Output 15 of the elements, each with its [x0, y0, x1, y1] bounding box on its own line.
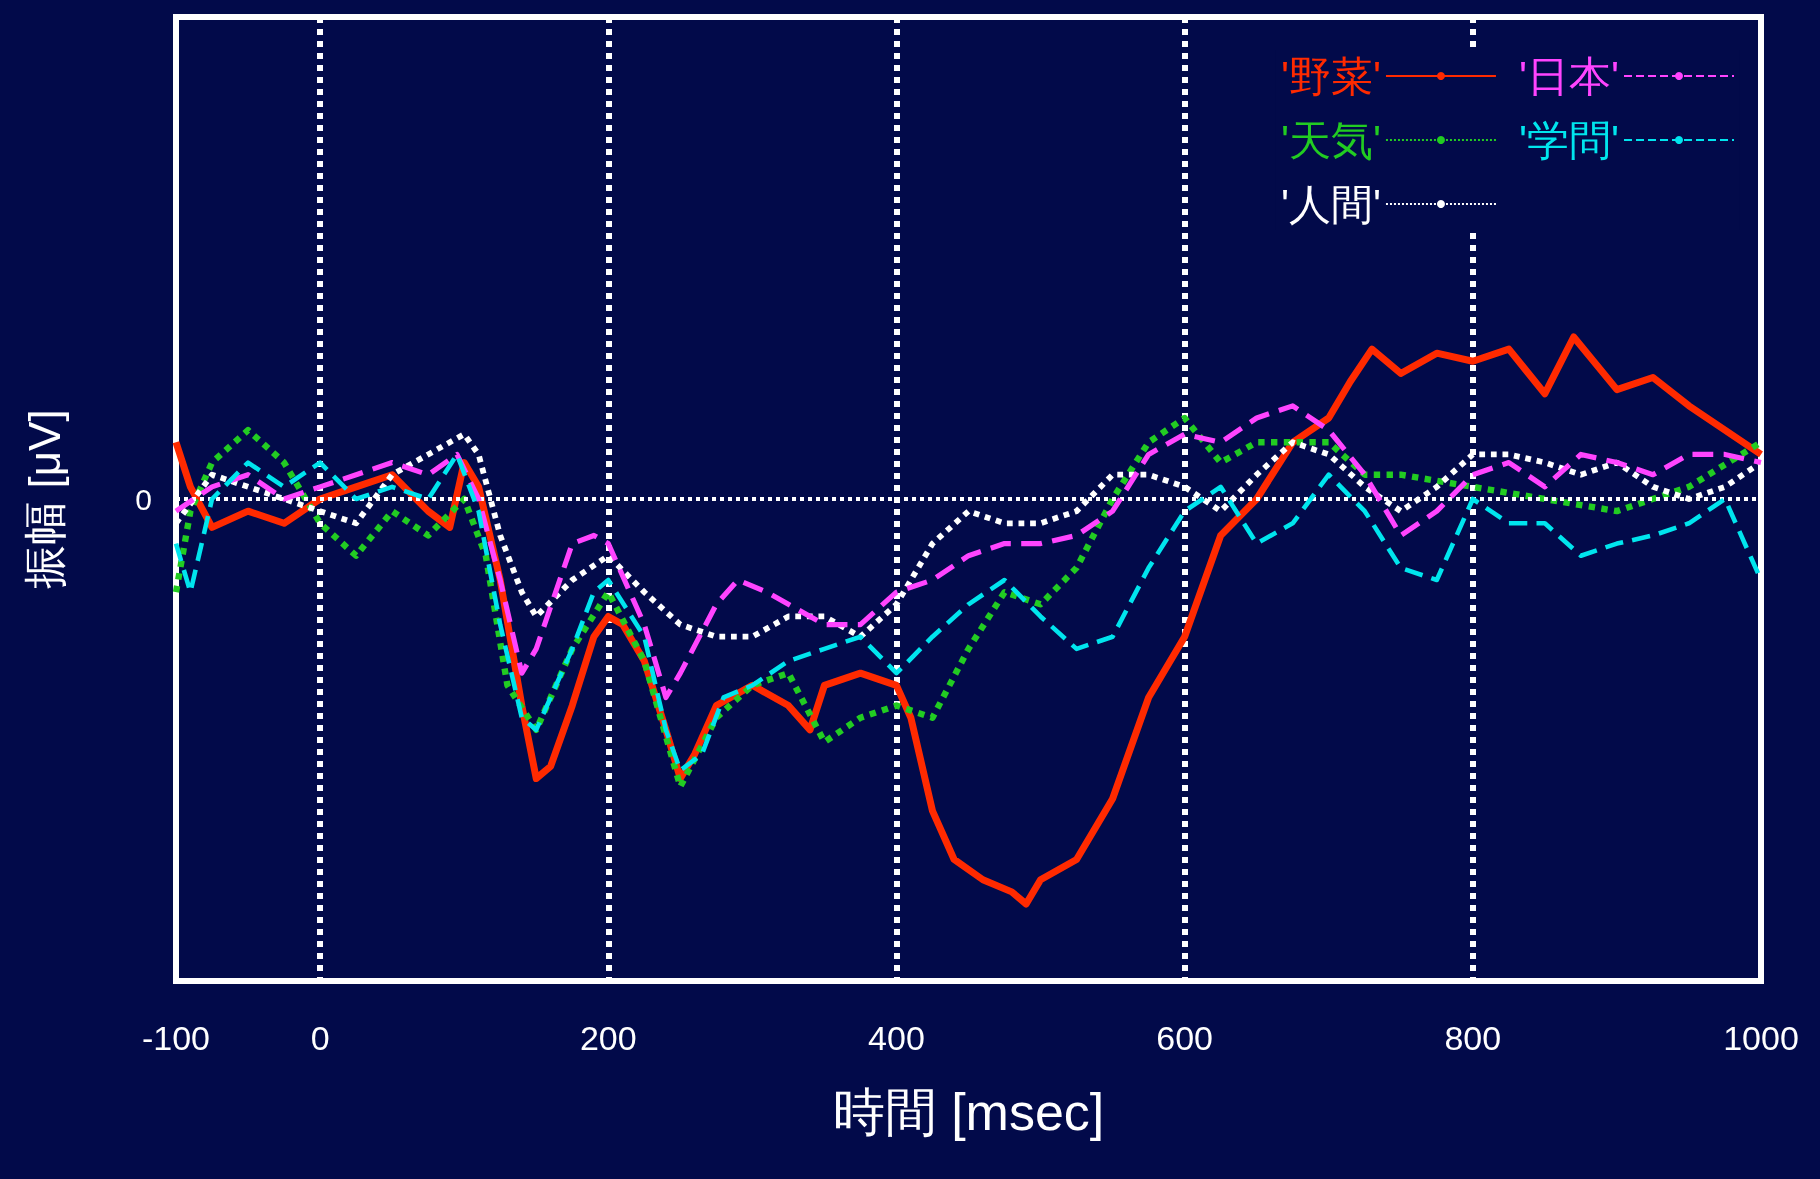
legend-label: '日本' [1518, 52, 1619, 100]
y-axis-title: 振幅 [μV] [19, 409, 69, 589]
ref-line-label: 0 [135, 482, 152, 516]
x-tick-label: 600 [1156, 1019, 1213, 1057]
x-tick-label: 0 [310, 1019, 330, 1057]
legend-label: '野菜' [1280, 52, 1381, 100]
x-tick-label: -100 [141, 1019, 211, 1057]
x-tick-label: 800 [1444, 1019, 1502, 1057]
x-tick-label: 200 [579, 1019, 637, 1057]
x-tick-label: 400 [868, 1019, 925, 1057]
x-axis-title: 時間 [msec] [832, 1083, 1105, 1141]
x-tick-label: 1000 [1723, 1019, 1799, 1057]
legend-label: '天気' [1280, 116, 1381, 164]
legend-label: '学問' [1518, 116, 1619, 164]
legend-label: '人間' [1280, 180, 1381, 228]
